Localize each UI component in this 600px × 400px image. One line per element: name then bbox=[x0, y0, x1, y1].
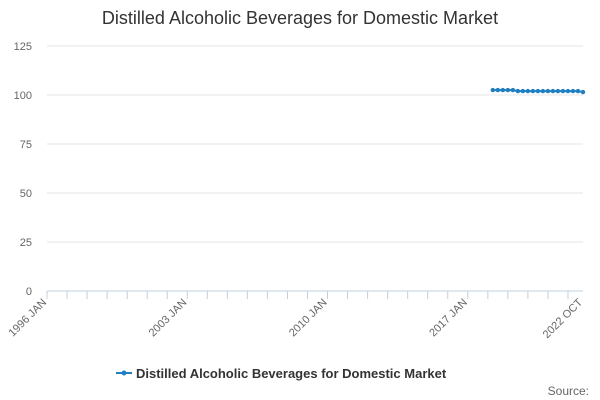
data-point[interactable] bbox=[550, 88, 556, 94]
legend-label[interactable]: Distilled Alcoholic Beverages for Domest… bbox=[136, 366, 447, 381]
series-layer bbox=[490, 87, 586, 95]
data-point[interactable] bbox=[495, 87, 501, 93]
y-axis-ticks: 0 25 50 75 100 125 bbox=[14, 41, 32, 298]
data-point[interactable] bbox=[520, 88, 526, 94]
data-point[interactable] bbox=[570, 88, 576, 94]
x-axis: 1996 JAN 2003 JAN 2010 JAN 2017 JAN 2022 OCT bbox=[6, 290, 586, 341]
y-tick-label: 25 bbox=[20, 237, 32, 249]
data-point[interactable] bbox=[575, 88, 581, 94]
data-point[interactable] bbox=[525, 88, 531, 94]
source-label: Source: bbox=[548, 384, 589, 398]
chart-title: Distilled Alcoholic Beverages for Domest… bbox=[102, 8, 498, 28]
data-point[interactable] bbox=[560, 88, 566, 94]
legend-swatch-marker bbox=[121, 370, 127, 376]
y-tick-label: 100 bbox=[14, 90, 32, 102]
y-tick-label: 0 bbox=[26, 286, 32, 298]
y-tick-label: 125 bbox=[14, 41, 32, 53]
x-tick-label: 2010 JAN bbox=[287, 297, 330, 340]
data-point[interactable] bbox=[545, 88, 551, 94]
x-tick-label: 2017 JAN bbox=[427, 297, 470, 340]
legend[interactable]: Distilled Alcoholic Beverages for Domest… bbox=[116, 366, 447, 381]
data-point[interactable] bbox=[535, 88, 541, 94]
x-tick-label: 1996 JAN bbox=[6, 297, 49, 340]
data-point[interactable] bbox=[565, 88, 571, 94]
data-point[interactable] bbox=[530, 88, 536, 94]
x-tick-label: 2022 OCT bbox=[541, 296, 586, 341]
data-point[interactable] bbox=[540, 88, 546, 94]
gridlines bbox=[47, 45, 583, 292]
data-point[interactable] bbox=[555, 88, 561, 94]
data-point[interactable] bbox=[580, 89, 586, 95]
y-tick-label: 75 bbox=[20, 139, 32, 151]
x-tick-label: 2003 JAN bbox=[147, 297, 190, 340]
data-point[interactable] bbox=[515, 88, 521, 94]
data-point[interactable] bbox=[505, 87, 511, 93]
data-point[interactable] bbox=[500, 87, 506, 93]
data-point[interactable] bbox=[510, 87, 516, 93]
data-point[interactable] bbox=[490, 87, 496, 93]
y-tick-label: 50 bbox=[20, 188, 32, 200]
